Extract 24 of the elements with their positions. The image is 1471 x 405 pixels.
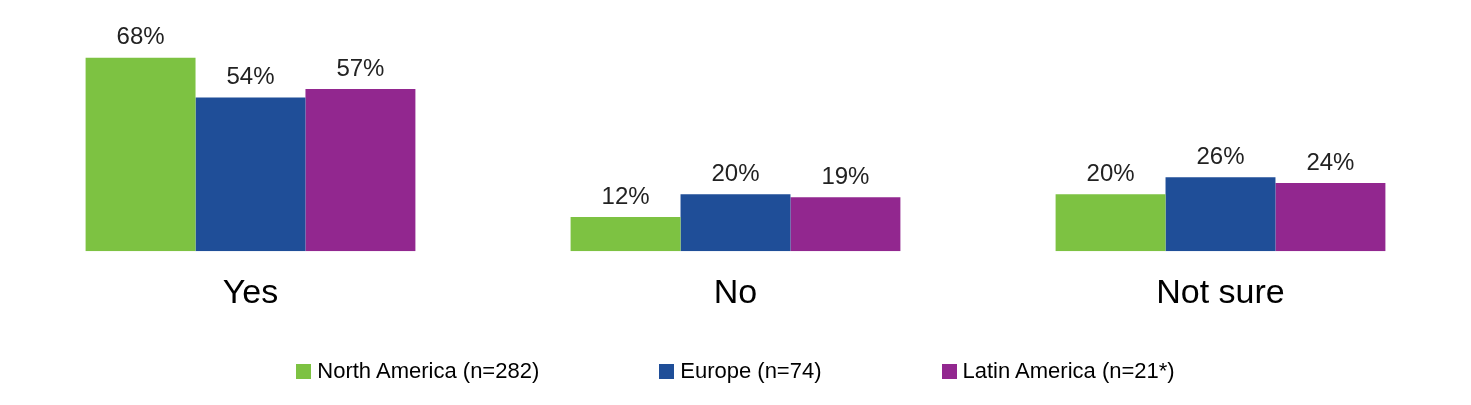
- data-label: 54%: [226, 62, 275, 90]
- bar: [85, 57, 196, 252]
- data-label: 20%: [1086, 158, 1135, 186]
- data-label: 26%: [1196, 141, 1245, 169]
- data-label: 57%: [336, 53, 385, 81]
- x-tick-label: Yes: [222, 271, 279, 310]
- bar: [1275, 182, 1386, 252]
- bar: [1055, 194, 1166, 252]
- bar: [305, 88, 416, 252]
- bar: [1165, 177, 1276, 252]
- x-tick-label: Not sure: [1156, 271, 1285, 310]
- bar: [570, 217, 681, 252]
- bar: [195, 97, 306, 252]
- bar: [790, 197, 901, 252]
- data-label: 19%: [821, 161, 870, 189]
- data-label: 12%: [601, 181, 650, 209]
- x-tick-label: No: [713, 271, 758, 310]
- data-label: 68%: [116, 22, 165, 50]
- legend-label: Latin America (n=21*): [962, 358, 1175, 384]
- legend-label: North America (n=282): [317, 358, 540, 384]
- legend-label: Europe (n=74): [680, 358, 822, 384]
- data-label: 20%: [711, 158, 760, 186]
- data-label: 24%: [1306, 147, 1355, 175]
- bar: [680, 194, 791, 252]
